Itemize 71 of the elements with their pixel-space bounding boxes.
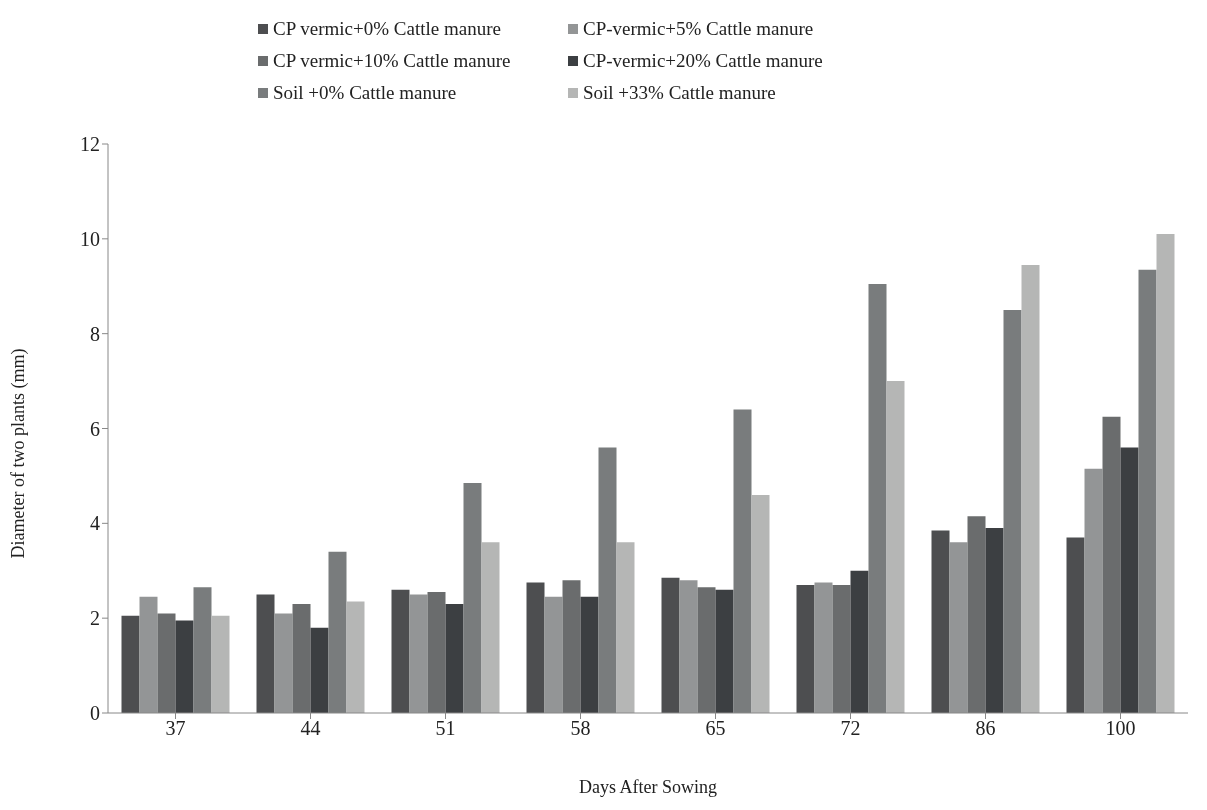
bar [409, 594, 428, 713]
bar [427, 592, 446, 713]
y-tick-label: 4 [90, 512, 100, 535]
legend-label: CP-vermic+20% Cattle manure [583, 50, 823, 72]
bar [1003, 309, 1022, 713]
bar [751, 494, 770, 713]
y-axis-title: Diameter of two plants (mm) [8, 348, 30, 559]
bar [985, 528, 1004, 713]
legend-label: Soil +33% Cattle manure [583, 82, 776, 104]
bar [310, 627, 329, 713]
legend-label: Soil +0% Cattle manure [273, 82, 457, 104]
y-tick-label: 10 [80, 227, 100, 250]
x-tick-label: 86 [975, 717, 996, 740]
bar [346, 601, 365, 713]
bar [679, 580, 698, 713]
bar [715, 589, 734, 713]
legend-label: CP-vermic+5% Cattle manure [583, 18, 814, 40]
bar [886, 381, 905, 713]
bar [391, 589, 410, 713]
bar [616, 542, 635, 713]
bar [967, 516, 986, 713]
legend-label: CP vermic+10% Cattle manure [273, 50, 511, 72]
bar [814, 582, 833, 713]
bar [850, 570, 869, 713]
y-tick-label: 6 [90, 417, 100, 440]
bar [598, 447, 617, 713]
x-tick-label: 44 [300, 717, 321, 740]
bar [562, 580, 581, 713]
bar [1084, 468, 1103, 713]
bar [175, 620, 194, 713]
bar [1021, 264, 1040, 713]
y-tick-label: 12 [80, 133, 100, 156]
bar [733, 409, 752, 713]
bar [697, 587, 716, 713]
bar [580, 596, 599, 713]
bar [1102, 416, 1121, 713]
y-tick-label: 8 [90, 322, 100, 345]
bar [328, 551, 347, 713]
bar [931, 530, 950, 713]
y-tick-label: 0 [90, 702, 100, 725]
bar [445, 603, 464, 713]
bar [292, 603, 311, 713]
bar [256, 594, 275, 713]
bar [121, 615, 140, 713]
x-tick-label: 100 [1105, 717, 1136, 740]
bar [463, 483, 482, 713]
bar [274, 613, 293, 713]
bar [1120, 447, 1139, 713]
bar [1156, 234, 1175, 713]
bar [157, 613, 176, 713]
x-axis-title: Days After Sowing [579, 777, 717, 797]
bar [868, 283, 887, 713]
bar [211, 615, 230, 713]
bar [544, 596, 563, 713]
x-tick-label: 58 [570, 717, 591, 740]
x-tick-label: 51 [435, 717, 456, 740]
legend-label: CP vermic+0% Cattle manure [273, 18, 501, 40]
bar [526, 582, 545, 713]
x-tick-label: 65 [705, 717, 726, 740]
bar [139, 596, 158, 713]
x-tick-label: 37 [165, 717, 186, 740]
bar [949, 542, 968, 713]
bar [1066, 537, 1085, 713]
bar [193, 587, 212, 713]
bar [796, 584, 815, 713]
bar [661, 577, 680, 713]
y-tick-label: 2 [90, 607, 100, 630]
x-tick-label: 72 [840, 717, 861, 740]
bar [481, 542, 500, 713]
bar [832, 584, 851, 713]
bar [1138, 269, 1157, 713]
